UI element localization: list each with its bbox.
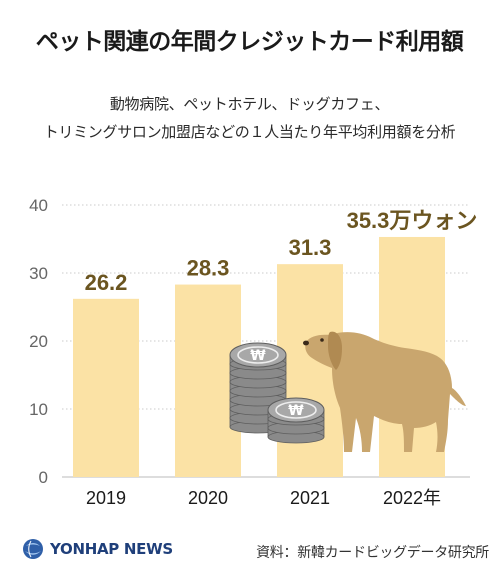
- x-tick-label: 2020: [188, 488, 228, 508]
- y-tick-label: 40: [29, 196, 48, 215]
- value-labels: 26.2 28.3 31.3 35.3万ウォン: [85, 208, 478, 295]
- y-tick-labels: 0 10 20 30 40: [29, 196, 48, 487]
- bar: [73, 298, 139, 477]
- x-tick-label: 2022年: [383, 488, 441, 508]
- y-tick-label: 10: [29, 400, 48, 419]
- x-tick-label: 2021: [290, 488, 330, 508]
- value-label: 31.3: [289, 235, 332, 260]
- chart-subtitle-line-2: トリミングサロン加盟店などの１人当たり年平均利用額を分析: [43, 123, 456, 141]
- x-tick-labels: 2019 2020 2021 2022年: [86, 488, 441, 508]
- coin-stack-icon: ₩ ₩: [229, 342, 325, 444]
- y-tick-label: 30: [29, 264, 48, 283]
- value-label: 26.2: [85, 270, 128, 295]
- globe-logo-icon: [23, 539, 43, 559]
- chart-title: ペット関連の年間クレジットカード利用額: [35, 29, 464, 55]
- value-label: 35.3万ウォン: [347, 208, 478, 233]
- chart-subtitle-line-1: 動物病院、ペットホテル、ドッグカフェ、: [109, 95, 390, 113]
- source-note: 資料：新韓カードビッグデータ研究所: [256, 545, 489, 561]
- yonhap-logo: YONHAP NEWS: [22, 538, 173, 560]
- dog-icon: [303, 331, 466, 452]
- logo-text: YONHAP NEWS: [50, 540, 173, 558]
- y-tick-label: 0: [39, 468, 48, 487]
- svg-text:₩: ₩: [288, 403, 304, 419]
- value-label: 28.3: [187, 256, 230, 281]
- svg-text:₩: ₩: [250, 348, 266, 364]
- y-tick-label: 20: [29, 332, 48, 351]
- x-tick-label: 2019: [86, 488, 126, 508]
